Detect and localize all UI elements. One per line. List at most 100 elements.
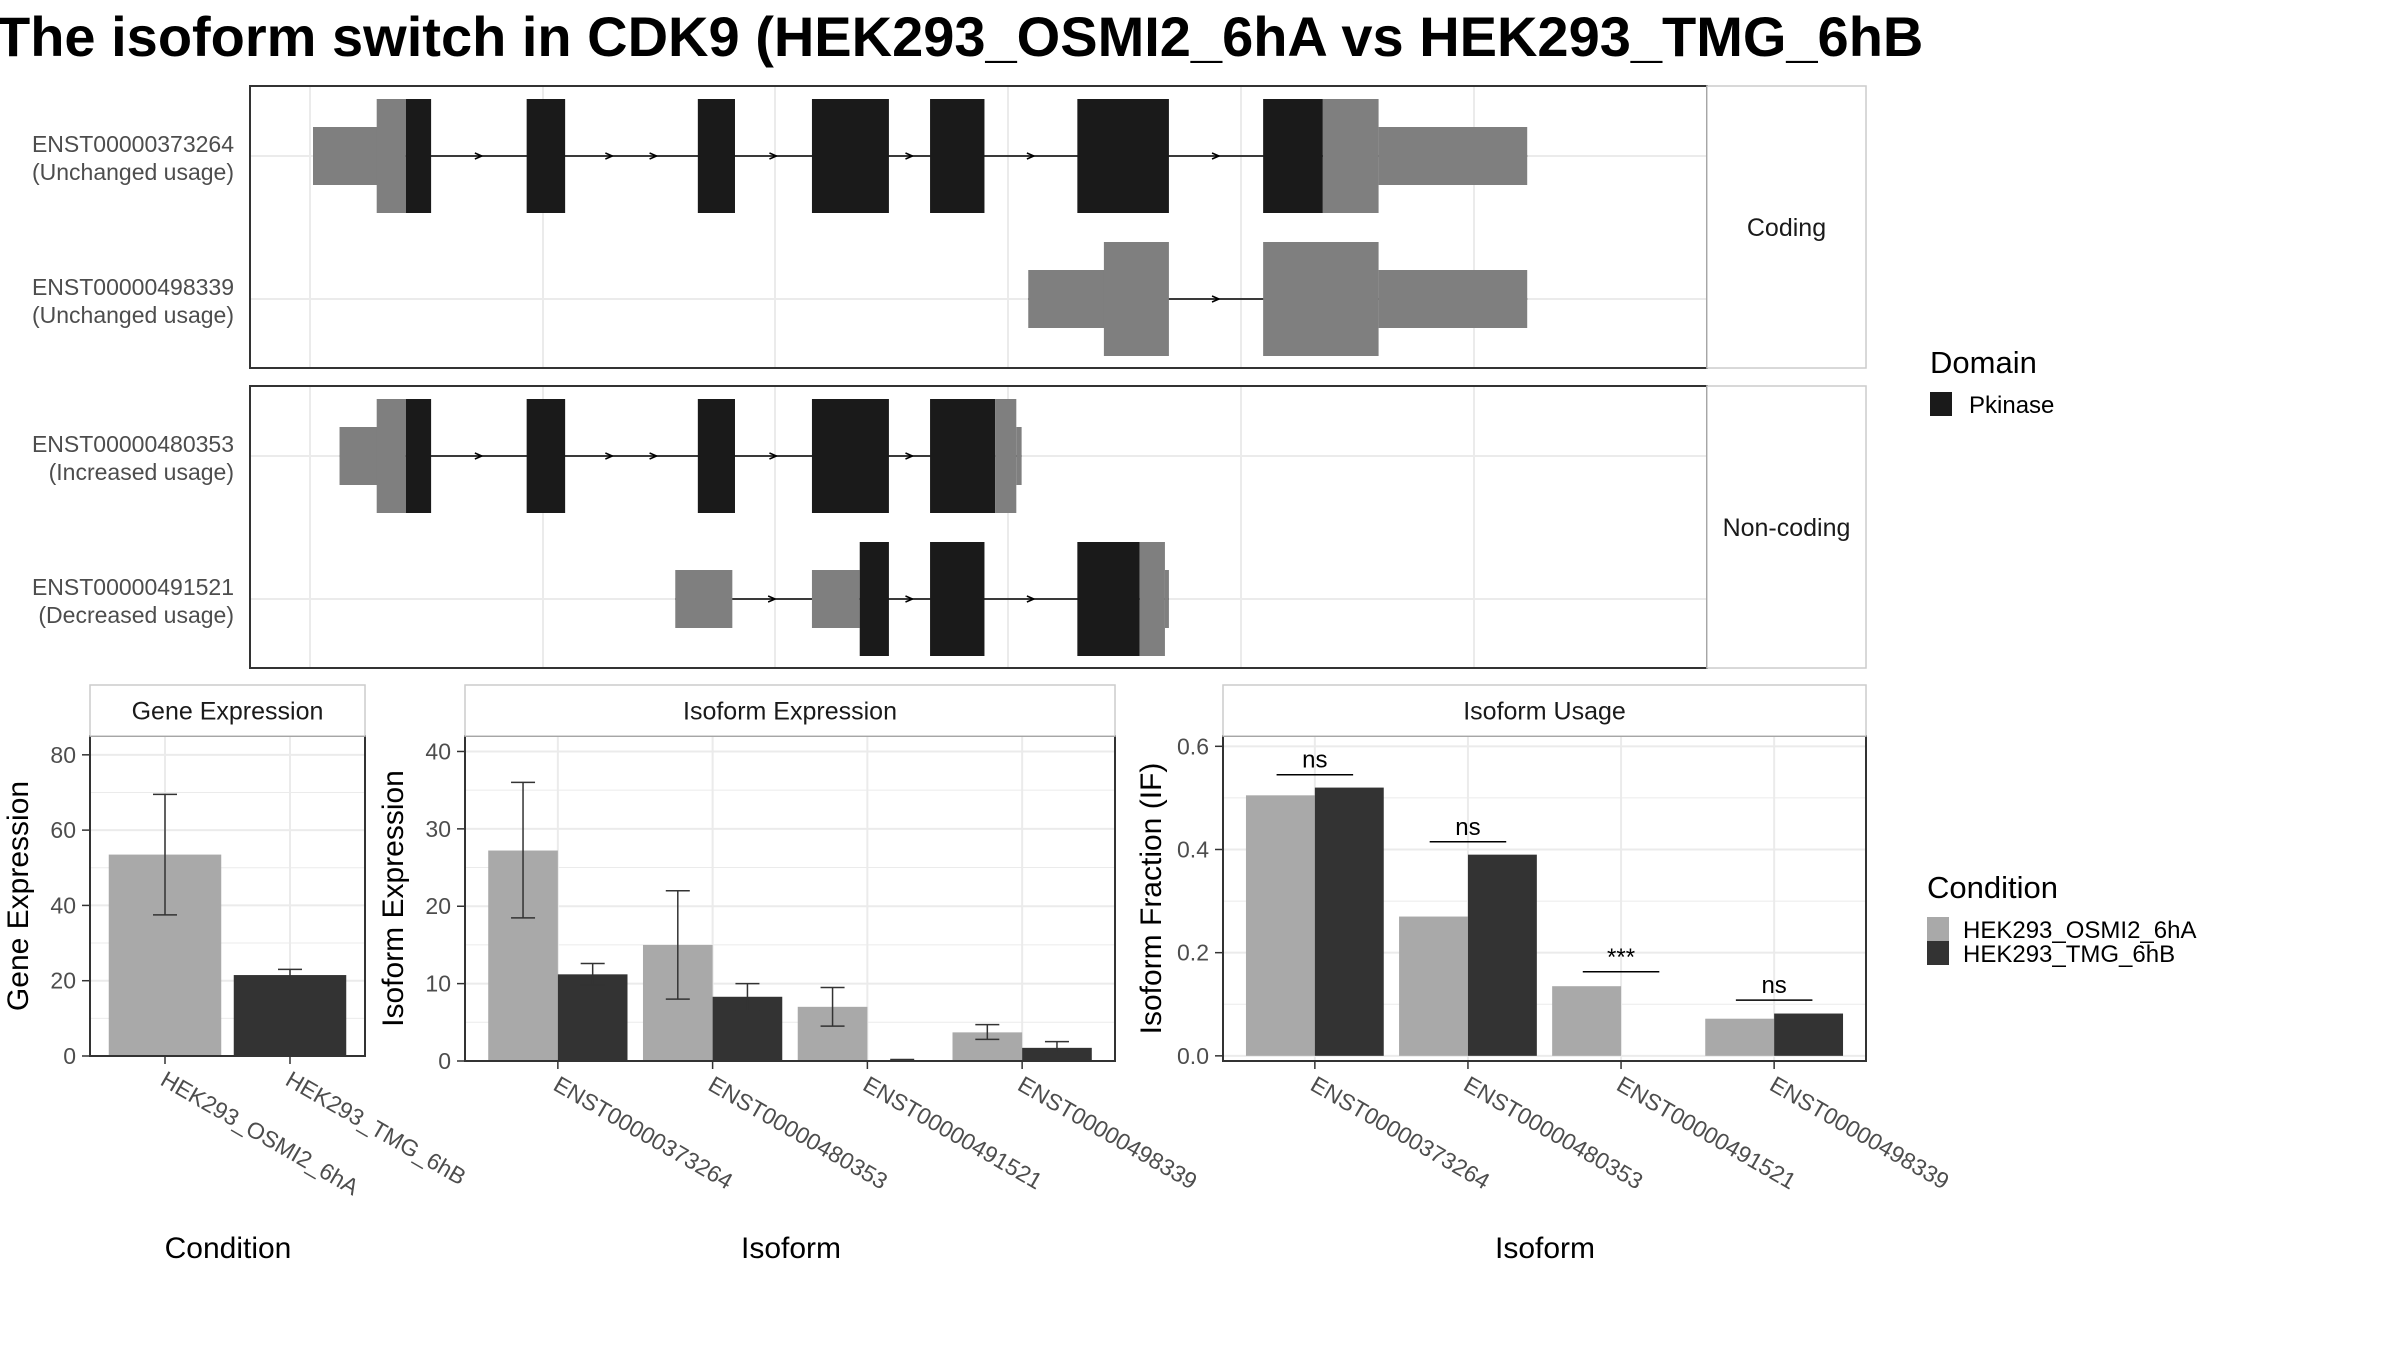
exon-utr <box>1028 270 1110 328</box>
x-axis-title: Condition <box>165 1232 292 1265</box>
y-tick-label: 0.6 <box>1177 733 1209 759</box>
intron-direction-arrow <box>649 452 659 460</box>
exon-utr <box>1263 242 1379 356</box>
intron-direction-arrow <box>649 152 659 160</box>
panel-isoform-expression: Isoform Expression010203040ENST000003732… <box>377 684 1202 1265</box>
exon-utr <box>376 399 406 513</box>
facet-coding: ENST00000373264(Unchanged usage) ENST0000… <box>32 85 1867 369</box>
y-tick-label: 80 <box>50 742 76 768</box>
facet-strip <box>1706 85 1867 369</box>
exon-pkinase-domain <box>526 99 566 213</box>
intron-direction-arrow <box>769 452 779 460</box>
intron-direction-arrow <box>905 595 915 603</box>
exon-pkinase-domain <box>930 542 985 656</box>
condition-legend-title: Condition <box>1927 870 2058 905</box>
exon-utr <box>995 399 1017 513</box>
exon-pkinase-domain <box>1263 99 1323 213</box>
y-tick-label: 20 <box>50 968 76 994</box>
bar-HEK293_TMG_6hB-ENST00000373264 <box>557 974 628 1061</box>
intron-direction-arrow <box>474 152 484 160</box>
y-tick-label: 0.0 <box>1177 1043 1209 1069</box>
y-tick-label: 60 <box>50 817 76 843</box>
bar-HEK293_OSMI2_6hA-ENST00000480353 <box>1399 916 1468 1056</box>
transcript-usage-label: (Unchanged usage) <box>32 159 234 185</box>
bar-HEK293_OSMI2_6hA-ENST00000373264 <box>1245 795 1315 1056</box>
exon-pkinase-domain <box>930 399 996 513</box>
exon-utr <box>1378 127 1528 185</box>
panel-strip <box>1222 684 1867 737</box>
panel-strip-title: Gene Expression <box>132 698 324 726</box>
expression-panels: Gene Expression 0 20 40 60 80 HEK293_OSMI2_6hA… <box>2 684 1954 1265</box>
y-tick-label: 30 <box>425 816 451 842</box>
legend-label-tmg: HEK293_TMG_6hB <box>1963 941 2175 968</box>
bar-HEK293_TMG_6hB <box>233 975 347 1056</box>
legend-label-osmi2: HEK293_OSMI2_6hA <box>1963 917 2196 944</box>
exon-utr <box>1016 427 1022 485</box>
transcript-structure-plot: ENST00000373264(Unchanged usage) ENST0000… <box>32 85 1867 669</box>
panel-strip-title: Isoform Usage <box>1463 698 1626 726</box>
exon-utr <box>1164 570 1169 628</box>
y-axis-title: Gene Expression <box>2 781 35 1011</box>
y-axis-title: Isoform Fraction (IF) <box>1135 763 1168 1035</box>
intron-direction-arrow <box>605 152 615 160</box>
y-tick-label: 0 <box>438 1048 451 1074</box>
transcript-ENST00000491521: ENST00000491521(Decreased usage) <box>32 542 1169 656</box>
transcript-id-label: ENST00000373264 <box>32 131 234 157</box>
y-axis-title: Isoform Expression <box>377 770 410 1027</box>
y-tick-label: 20 <box>425 893 451 919</box>
transcript-ENST00000480353: ENST00000480353(Increased usage) <box>32 399 1022 513</box>
exon-utr <box>1103 242 1169 356</box>
exon-utr <box>811 570 860 628</box>
panel-strip <box>89 684 366 737</box>
bar-HEK293_OSMI2_6hA-ENST00000498339 <box>1705 1018 1775 1056</box>
significance-label: ns <box>1455 814 1480 841</box>
transcript-usage-label: (Decreased usage) <box>38 602 234 628</box>
bar-HEK293_OSMI2_6hA-ENST00000491521 <box>1552 986 1622 1056</box>
transcript-id-label: ENST00000491521 <box>32 574 234 600</box>
significance-label: ns <box>1302 747 1327 774</box>
exon-pkinase-domain <box>697 399 735 513</box>
y-tick-label: 0.4 <box>1177 836 1209 862</box>
transcript-id-label: ENST00000480353 <box>32 431 234 457</box>
intron-direction-arrow <box>474 452 484 460</box>
intron-direction-arrow <box>605 452 615 460</box>
panel-strip <box>464 684 1116 737</box>
facet-non-coding: ENST00000480353(Increased usage)ENST0000… <box>32 385 1867 669</box>
facet-strip-label: Non-coding <box>1723 514 1851 542</box>
exon-utr <box>339 427 380 485</box>
intron-direction-arrow <box>1211 152 1221 160</box>
y-tick-label: 40 <box>425 738 451 764</box>
transcript-ENST00000498339: ENST00000498339(Unchanged usage) <box>32 242 1528 356</box>
facet-strip-label: Coding <box>1747 214 1826 242</box>
bar-HEK293_TMG_6hB-ENST00000498339 <box>1022 1047 1092 1061</box>
intron-direction-arrow <box>767 595 778 603</box>
exon-pkinase-domain <box>930 99 985 213</box>
exon-pkinase-domain <box>1077 542 1140 656</box>
y-tick-label: 0 <box>63 1043 76 1069</box>
exon-pkinase-domain <box>811 399 889 513</box>
bar-HEK293_TMG_6hB-ENST00000373264 <box>1314 787 1384 1056</box>
intron-direction-arrow <box>769 152 779 160</box>
exon-pkinase-domain <box>697 99 735 213</box>
bar-HEK293_TMG_6hB-ENST00000480353 <box>1467 854 1537 1056</box>
condition-legend: Condition HEK293_OSMI2_6hA HEK293_TMG_6h… <box>1927 870 2196 968</box>
exon-pkinase-domain <box>526 399 566 513</box>
domain-legend: Domain Pkinase <box>1930 345 2054 419</box>
panel-strip-title: Isoform Expression <box>683 698 897 726</box>
bar-HEK293_TMG_6hB-ENST00000498339 <box>1774 1013 1844 1056</box>
legend-key-tmg <box>1927 941 1949 965</box>
domain-legend-title: Domain <box>1930 345 2037 380</box>
intron-direction-arrow <box>1211 295 1221 303</box>
legend-key-pkinase <box>1930 392 1952 416</box>
exon-pkinase-domain <box>405 399 432 513</box>
exon-utr <box>1322 99 1379 213</box>
intron-direction-arrow <box>1026 152 1036 160</box>
exon-pkinase-domain <box>811 99 889 213</box>
exon-pkinase-domain <box>1077 99 1169 213</box>
legend-label-pkinase: Pkinase <box>1969 392 2054 419</box>
intron-direction-arrow <box>905 152 915 160</box>
legend-key-osmi2 <box>1927 917 1949 941</box>
y-tick-label: 10 <box>425 971 451 997</box>
